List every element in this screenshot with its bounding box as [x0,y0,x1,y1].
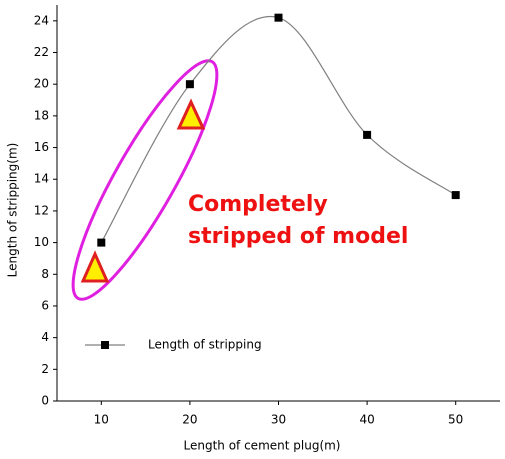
x-tick-label: 40 [359,413,374,427]
data-point [451,191,460,200]
x-axis-title: Length of cement plug(m) [184,439,341,453]
y-tick-label: 8 [41,267,49,281]
y-tick-label: 24 [34,13,49,27]
triangle-marker [176,98,206,130]
y-tick-label: 6 [41,298,49,312]
highlight-ellipse [71,59,219,301]
y-tick-label: 0 [41,394,49,408]
y-tick-label: 22 [34,45,49,59]
y-tick-label: 4 [41,330,49,344]
y-tick-label: 2 [41,362,49,376]
y-tick-label: 10 [34,235,49,249]
y-tick-label: 16 [34,140,49,154]
annotation: Completely [188,192,328,217]
triangle-marker [80,250,110,283]
legend-marker [101,341,109,349]
data-point [274,13,283,22]
x-tick-label: 20 [182,413,197,427]
legend-label: Length of stripping [148,338,262,352]
data-point [185,80,194,89]
y-tick-label: 14 [34,172,49,186]
y-tick-label: 18 [34,108,49,122]
data-point [363,130,372,139]
y-axis-title: Length of stripping(m) [6,143,20,278]
annotation: stripped of model [188,224,408,249]
x-tick-label: 10 [94,413,109,427]
x-tick-label: 50 [448,413,463,427]
x-tick-label: 30 [271,413,286,427]
y-tick-label: 12 [34,203,49,217]
y-tick-label: 20 [34,77,49,91]
data-point [97,238,106,247]
